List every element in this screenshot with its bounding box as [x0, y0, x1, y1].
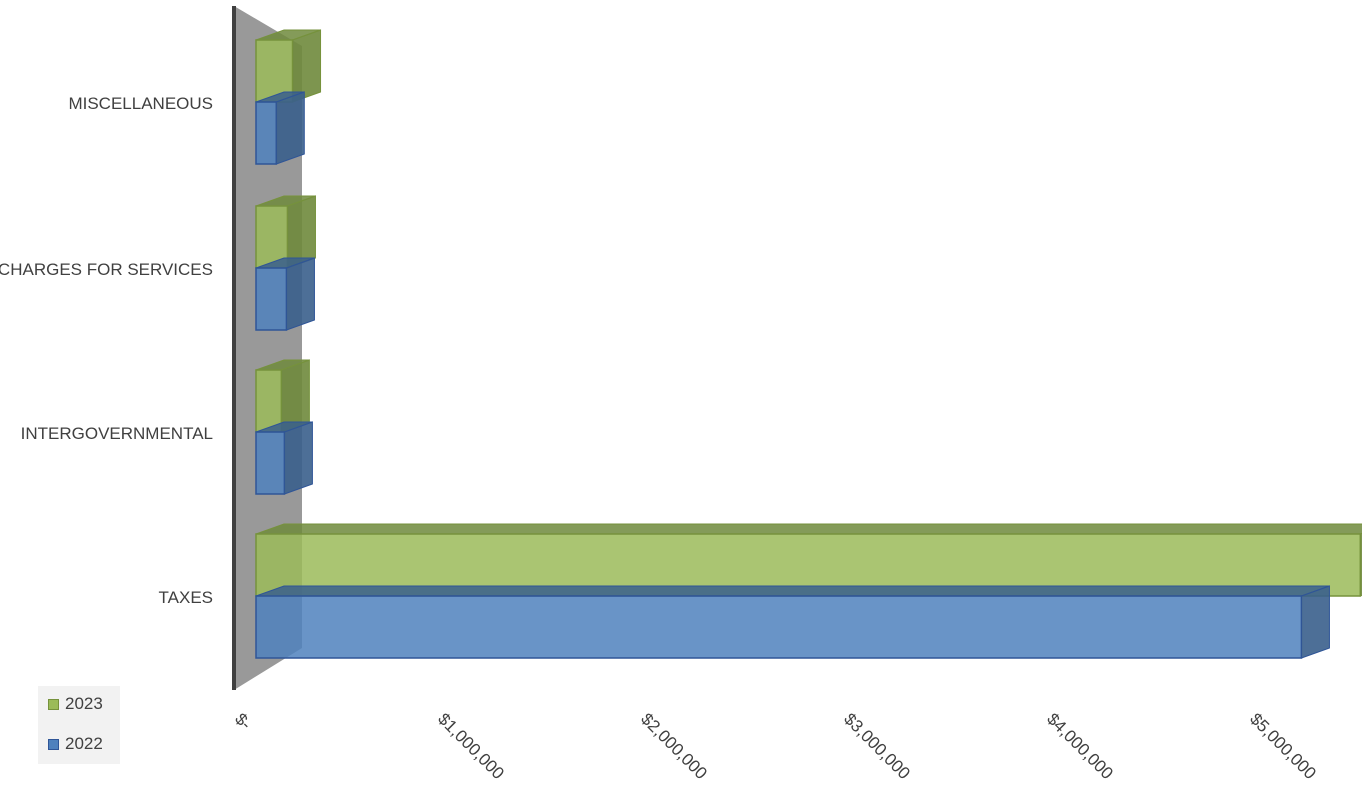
legend: 2023 2022 — [38, 686, 120, 764]
legend-label-2022: 2022 — [65, 734, 103, 753]
bar-2023-intergovernmental — [255, 359, 310, 433]
bar-2023-miscellaneous — [255, 29, 322, 103]
legend-label-2023: 2023 — [65, 694, 103, 713]
x-tick-label: $2,000,000 — [637, 709, 711, 783]
category-label-charges-for-services: CHARGES FOR SERVICES — [0, 260, 213, 279]
legend-item-2022: 2022 — [48, 734, 103, 754]
x-tick-label: $4,000,000 — [1043, 709, 1117, 783]
bars-group — [255, 29, 1362, 659]
x-tick-label: $3,000,000 — [840, 709, 914, 783]
category-labels: TAXES INTERGOVERNMENTAL CHARGES FOR SERVIC… — [0, 94, 213, 607]
x-tick-label: $- — [231, 709, 255, 733]
category-label-miscellaneous: MISCELLANEOUS — [68, 94, 213, 113]
bar-2022-taxes — [255, 585, 1330, 659]
x-tick-label: $1,000,000 — [434, 709, 508, 783]
legend-swatch-2022 — [48, 738, 59, 750]
bar-2022-miscellaneous — [255, 91, 305, 165]
legend-item-2023: 2023 — [48, 694, 103, 714]
bar-2023-taxes — [255, 523, 1362, 597]
bar-2022-intergovernmental — [255, 421, 313, 495]
x-axis-tick-labels: $- $1,000,000 $2,000,000 $3,000,000 $4,000,0… — [231, 709, 1320, 783]
chart-wall — [234, 6, 302, 690]
x-tick-label: $5,000,000 — [1246, 709, 1320, 783]
category-label-intergovernmental: INTERGOVERNMENTAL — [21, 424, 213, 443]
bar-2023-charges-for-services — [255, 195, 316, 269]
bar-2022-charges-for-services — [255, 257, 315, 331]
category-label-taxes: TAXES — [159, 588, 213, 607]
legend-swatch-2023 — [48, 698, 59, 710]
